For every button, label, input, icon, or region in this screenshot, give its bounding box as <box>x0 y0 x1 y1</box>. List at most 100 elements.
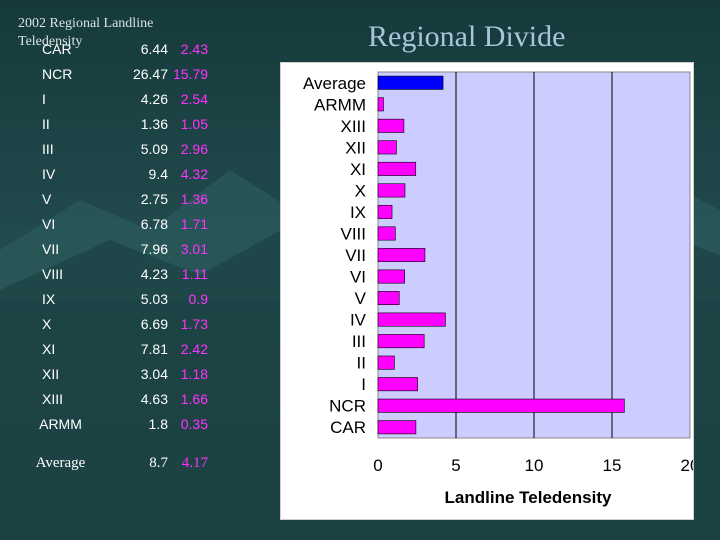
table-row: I 4.26 2.54 <box>18 86 230 111</box>
region-cell: VIII <box>42 266 64 282</box>
x-tick-label: 0 <box>373 456 382 475</box>
value-cell: 4.26 <box>140 91 168 107</box>
region-cell: VII <box>42 241 60 257</box>
value-cell: 1.66 <box>180 391 208 407</box>
bar <box>377 334 425 349</box>
value-cell: 3.04 <box>140 366 168 382</box>
category-label: III <box>352 332 366 351</box>
teledensity-bar-chart: AverageARMMXIIIXIIXIXIXVIIIVIIVIVIVIIIII… <box>303 71 693 507</box>
value-cell: 1.71 <box>180 216 208 232</box>
region-cell: ARMM <box>39 416 82 432</box>
value-cell: 1.73 <box>180 316 208 332</box>
region-cell: Average <box>35 455 86 471</box>
category-label: XII <box>345 138 366 157</box>
value-cell: 2.42 <box>180 341 208 357</box>
category-label: V <box>355 289 367 308</box>
value-cell: 0.9 <box>188 291 208 307</box>
bar <box>377 312 446 327</box>
value-cell: 4.17 <box>181 455 208 471</box>
table-row: ARMM 1.8 0.35 <box>18 411 230 436</box>
table-row: IV 9.4 4.32 <box>18 161 230 186</box>
region-cell: III <box>42 141 54 157</box>
value-cell: 4.23 <box>140 266 168 282</box>
category-label: ARMM <box>314 95 366 114</box>
category-label: XI <box>350 160 366 179</box>
slide-title: Regional Divide <box>368 20 566 53</box>
value-cell: 0.35 <box>180 416 208 432</box>
value-cell: 6.69 <box>140 316 168 332</box>
value-cell: 5.09 <box>140 141 168 157</box>
chart-panel: Average ARMM XIII XII XI X IX VIII VII VI V IV III II… <box>280 62 694 520</box>
category-label: X <box>355 181 366 200</box>
table-row: VI 6.78 1.71 <box>18 211 230 236</box>
category-label: I <box>361 375 366 394</box>
value-cell: 7.81 <box>140 341 168 357</box>
bar <box>377 140 397 155</box>
x-tick-label: 15 <box>603 456 622 475</box>
bar <box>377 377 418 392</box>
bar <box>377 355 395 370</box>
bar <box>377 420 417 435</box>
value-cell: 5.03 <box>140 291 168 307</box>
region-cell: NCR <box>42 66 73 82</box>
value-cell: 15.79 <box>172 66 208 82</box>
region-cell: XI <box>42 341 56 357</box>
value-cell: 4.63 <box>140 391 168 407</box>
table-row: III 5.09 2.96 <box>18 136 230 161</box>
region-cell: IX <box>42 291 56 307</box>
region-cell: X <box>42 316 52 332</box>
bar <box>377 97 384 112</box>
value-cell: 9.4 <box>148 166 168 182</box>
value-cell: 1.11 <box>181 266 208 282</box>
table-row: VII 7.96 3.01 <box>18 236 230 261</box>
x-tick-label: 5 <box>451 456 460 475</box>
value-cell: 1.36 <box>180 191 208 207</box>
region-cell: II <box>42 116 50 132</box>
table-row: NCR 26.47 15.79 <box>18 61 230 86</box>
category-label: NCR <box>329 397 366 416</box>
value-cell: 1.18 <box>180 366 208 382</box>
value-cell: 7.96 <box>140 241 168 257</box>
region-cell: V <box>42 191 52 207</box>
bar <box>377 269 405 284</box>
region-cell: CAR <box>42 41 72 57</box>
table-row: CAR 6.44 2.43 <box>18 36 230 61</box>
category-label: Average <box>303 74 366 93</box>
region-cell: VI <box>42 216 56 232</box>
bar <box>377 291 400 306</box>
category-label: CAR <box>330 418 366 437</box>
value-cell: 2.54 <box>180 91 208 107</box>
category-label: IV <box>350 311 367 330</box>
table-row: X 6.69 1.73 <box>18 311 230 336</box>
value-cell: 2.75 <box>140 191 168 207</box>
value-cell: 6.44 <box>140 41 168 57</box>
bar <box>377 226 396 241</box>
category-label: IX <box>350 203 366 222</box>
x-tick-label: 10 <box>525 456 544 475</box>
table-row: IX 5.03 0.9 <box>18 286 230 311</box>
value-cell: 8.7 <box>149 455 168 471</box>
bar <box>377 183 406 198</box>
value-cell: 26.47 <box>132 66 168 82</box>
table-row: XI 7.81 2.42 <box>18 336 230 361</box>
bar <box>377 75 444 90</box>
category-label: XIII <box>340 117 366 136</box>
table-average-row: Average 8.7 4.17 <box>18 448 230 473</box>
bar <box>377 248 426 262</box>
region-cell: XII <box>42 366 60 382</box>
table-row: XIII 4.63 1.66 <box>18 386 230 411</box>
region-cell: I <box>42 91 46 107</box>
value-cell: 3.01 <box>180 241 208 257</box>
region-cell: XIII <box>42 391 64 407</box>
bar <box>377 161 417 176</box>
category-label: VII <box>345 246 366 265</box>
x-axis-label: Landline Teledensity <box>445 488 612 507</box>
table-title: 2002 Regional Landline Teledensity <box>18 16 154 49</box>
value-cell: 6.78 <box>140 216 168 232</box>
table-row: V 2.75 1.36 <box>18 186 230 211</box>
bar <box>377 398 625 413</box>
table-row: VIII 4.23 1.11 <box>18 261 230 286</box>
value-cell: 2.96 <box>180 141 208 157</box>
category-label: VIII <box>340 224 366 243</box>
value-cell: 1.36 <box>140 116 168 132</box>
